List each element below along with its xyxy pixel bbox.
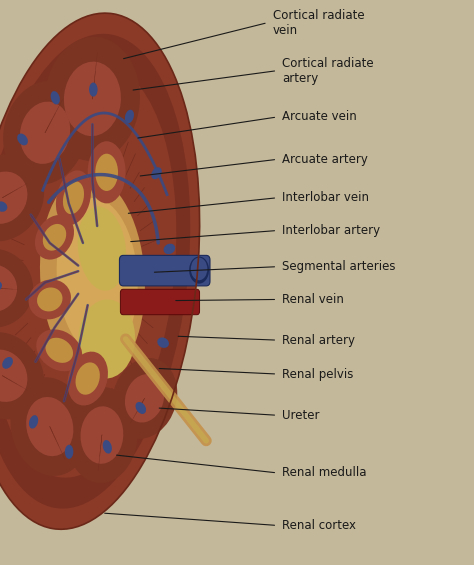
Ellipse shape <box>66 387 137 483</box>
Ellipse shape <box>0 350 27 402</box>
Ellipse shape <box>75 362 100 395</box>
Ellipse shape <box>26 397 73 456</box>
Ellipse shape <box>157 337 169 348</box>
Ellipse shape <box>0 264 17 312</box>
Ellipse shape <box>17 133 28 145</box>
Ellipse shape <box>0 201 7 212</box>
Ellipse shape <box>56 171 91 225</box>
Ellipse shape <box>10 377 89 476</box>
FancyBboxPatch shape <box>120 289 200 315</box>
Text: Ureter: Ureter <box>282 408 319 422</box>
Text: Interlobar artery: Interlobar artery <box>282 224 380 237</box>
Ellipse shape <box>189 257 209 284</box>
Text: Arcuate artery: Arcuate artery <box>282 153 368 166</box>
Ellipse shape <box>151 167 162 179</box>
Ellipse shape <box>81 406 123 464</box>
Ellipse shape <box>103 440 112 454</box>
Ellipse shape <box>28 280 71 319</box>
Ellipse shape <box>40 175 145 379</box>
Ellipse shape <box>0 332 44 419</box>
Ellipse shape <box>67 351 108 406</box>
Ellipse shape <box>0 65 176 477</box>
Ellipse shape <box>191 258 207 280</box>
Ellipse shape <box>78 299 135 379</box>
Ellipse shape <box>0 172 27 224</box>
Text: Renal cortex: Renal cortex <box>282 519 356 532</box>
Ellipse shape <box>136 402 146 414</box>
Ellipse shape <box>43 224 66 251</box>
Ellipse shape <box>3 81 87 185</box>
Ellipse shape <box>0 13 200 529</box>
Ellipse shape <box>29 415 38 429</box>
Text: Arcuate vein: Arcuate vein <box>282 110 357 124</box>
FancyBboxPatch shape <box>119 255 210 286</box>
Text: Renal pelvis: Renal pelvis <box>282 367 354 381</box>
Ellipse shape <box>125 110 134 123</box>
Ellipse shape <box>78 207 126 290</box>
Text: Renal vein: Renal vein <box>282 293 344 306</box>
Text: Renal medulla: Renal medulla <box>282 466 366 480</box>
Ellipse shape <box>2 357 13 369</box>
Text: Segmental arteries: Segmental arteries <box>282 260 395 273</box>
Ellipse shape <box>125 374 164 423</box>
Ellipse shape <box>63 181 84 214</box>
Ellipse shape <box>89 82 98 97</box>
Ellipse shape <box>36 329 82 371</box>
Ellipse shape <box>35 215 74 259</box>
Ellipse shape <box>65 445 73 459</box>
Ellipse shape <box>112 358 177 438</box>
Text: Interlobar vein: Interlobar vein <box>282 191 369 205</box>
Text: Cortical radiate
vein: Cortical radiate vein <box>273 8 364 37</box>
Ellipse shape <box>164 244 175 254</box>
Ellipse shape <box>45 37 140 161</box>
Ellipse shape <box>0 154 44 241</box>
Ellipse shape <box>95 154 118 191</box>
Ellipse shape <box>0 34 190 508</box>
Ellipse shape <box>0 281 2 292</box>
Ellipse shape <box>88 141 126 203</box>
Text: Renal artery: Renal artery <box>282 333 355 347</box>
Ellipse shape <box>56 198 138 356</box>
Text: Cortical radiate
artery: Cortical radiate artery <box>282 56 374 85</box>
Ellipse shape <box>37 288 63 311</box>
Ellipse shape <box>0 249 33 328</box>
Ellipse shape <box>64 62 121 136</box>
Ellipse shape <box>20 102 70 164</box>
Ellipse shape <box>46 338 73 363</box>
Ellipse shape <box>51 91 60 105</box>
